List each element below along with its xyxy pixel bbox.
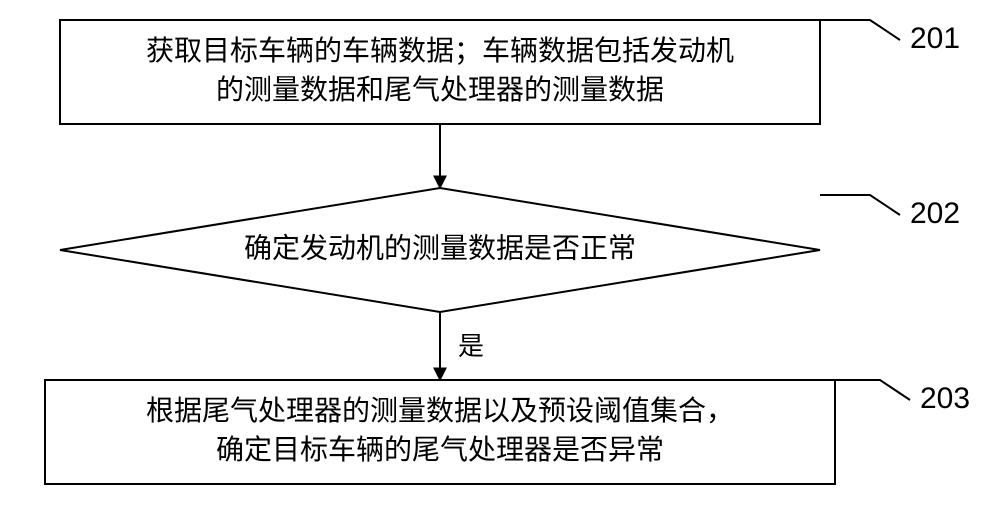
step-label-n202: 202: [910, 197, 960, 230]
leader-n202: [820, 195, 900, 215]
leader-n203: [835, 380, 910, 400]
node-text: 的测量数据和尾气处理器的测量数据: [216, 74, 664, 105]
node-n202: 确定发动机的测量数据是否正常: [60, 188, 820, 312]
edge-label: 是: [458, 331, 484, 361]
leader-n201: [820, 20, 900, 40]
node-n203: 根据尾气处理器的测量数据以及预设阈值集合， 确定目标车辆的尾气处理器是否异常: [45, 380, 835, 484]
node-text: 确定目标车辆的尾气处理器是否异常: [216, 434, 664, 465]
flowchart: 获取目标车辆的车辆数据；车辆数据包括发动机的测量数据和尾气处理器的测量数据确定发…: [0, 0, 1000, 520]
node-text: 获取目标车辆的车辆数据；车辆数据包括发动机: [146, 35, 734, 66]
node-n201: 获取目标车辆的车辆数据；车辆数据包括发动机的测量数据和尾气处理器的测量数据: [60, 20, 820, 124]
node-text: 确定发动机的测量数据是否正常: [244, 232, 636, 263]
step-label-n201: 201: [910, 22, 960, 55]
step-label-n203: 203: [920, 382, 970, 415]
node-text: 根据尾气处理器的测量数据以及预设阈值集合，: [146, 395, 734, 426]
